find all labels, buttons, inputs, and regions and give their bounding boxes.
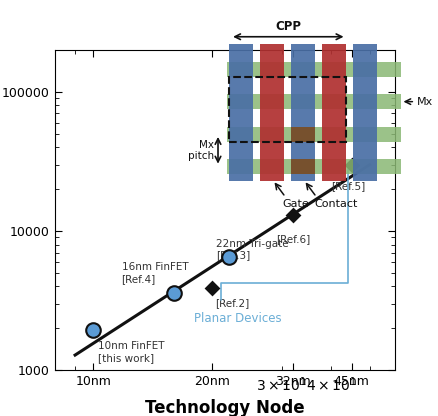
Bar xyxy=(259,44,284,181)
Bar xyxy=(290,44,314,181)
Text: [Ref.5]: [Ref.5] xyxy=(331,181,365,191)
Point xyxy=(89,327,96,333)
Bar xyxy=(290,126,314,142)
Point xyxy=(347,161,354,168)
Text: CPP: CPP xyxy=(275,20,300,33)
Text: Contact: Contact xyxy=(313,199,357,209)
Bar xyxy=(321,44,346,181)
Point xyxy=(170,290,177,296)
Bar xyxy=(228,44,253,181)
Text: Gate: Gate xyxy=(282,199,309,209)
Bar xyxy=(226,159,400,174)
Text: 22nm Tri-gate
[Ref.3]: 22nm Tri-gate [Ref.3] xyxy=(216,239,289,260)
Point xyxy=(225,254,232,260)
Bar xyxy=(226,62,400,77)
Bar xyxy=(290,159,314,174)
Bar xyxy=(228,77,346,142)
Text: [Ref.2]: [Ref.2] xyxy=(214,298,248,308)
Text: Planar Devices: Planar Devices xyxy=(194,312,281,325)
X-axis label: Technology Node: Technology Node xyxy=(145,399,304,416)
Text: Mx: Mx xyxy=(416,97,432,106)
Bar xyxy=(226,126,400,142)
Text: Mx
pitch: Mx pitch xyxy=(188,139,214,161)
Point xyxy=(289,212,296,218)
Text: [Ref.6]: [Ref.6] xyxy=(276,234,310,244)
Text: 16nm FinFET
[Ref.4]: 16nm FinFET [Ref.4] xyxy=(121,262,188,284)
Bar xyxy=(226,94,400,109)
Text: 10nm FinFET
[this work]: 10nm FinFET [this work] xyxy=(98,341,164,363)
Point xyxy=(208,285,215,291)
Bar xyxy=(352,44,377,181)
